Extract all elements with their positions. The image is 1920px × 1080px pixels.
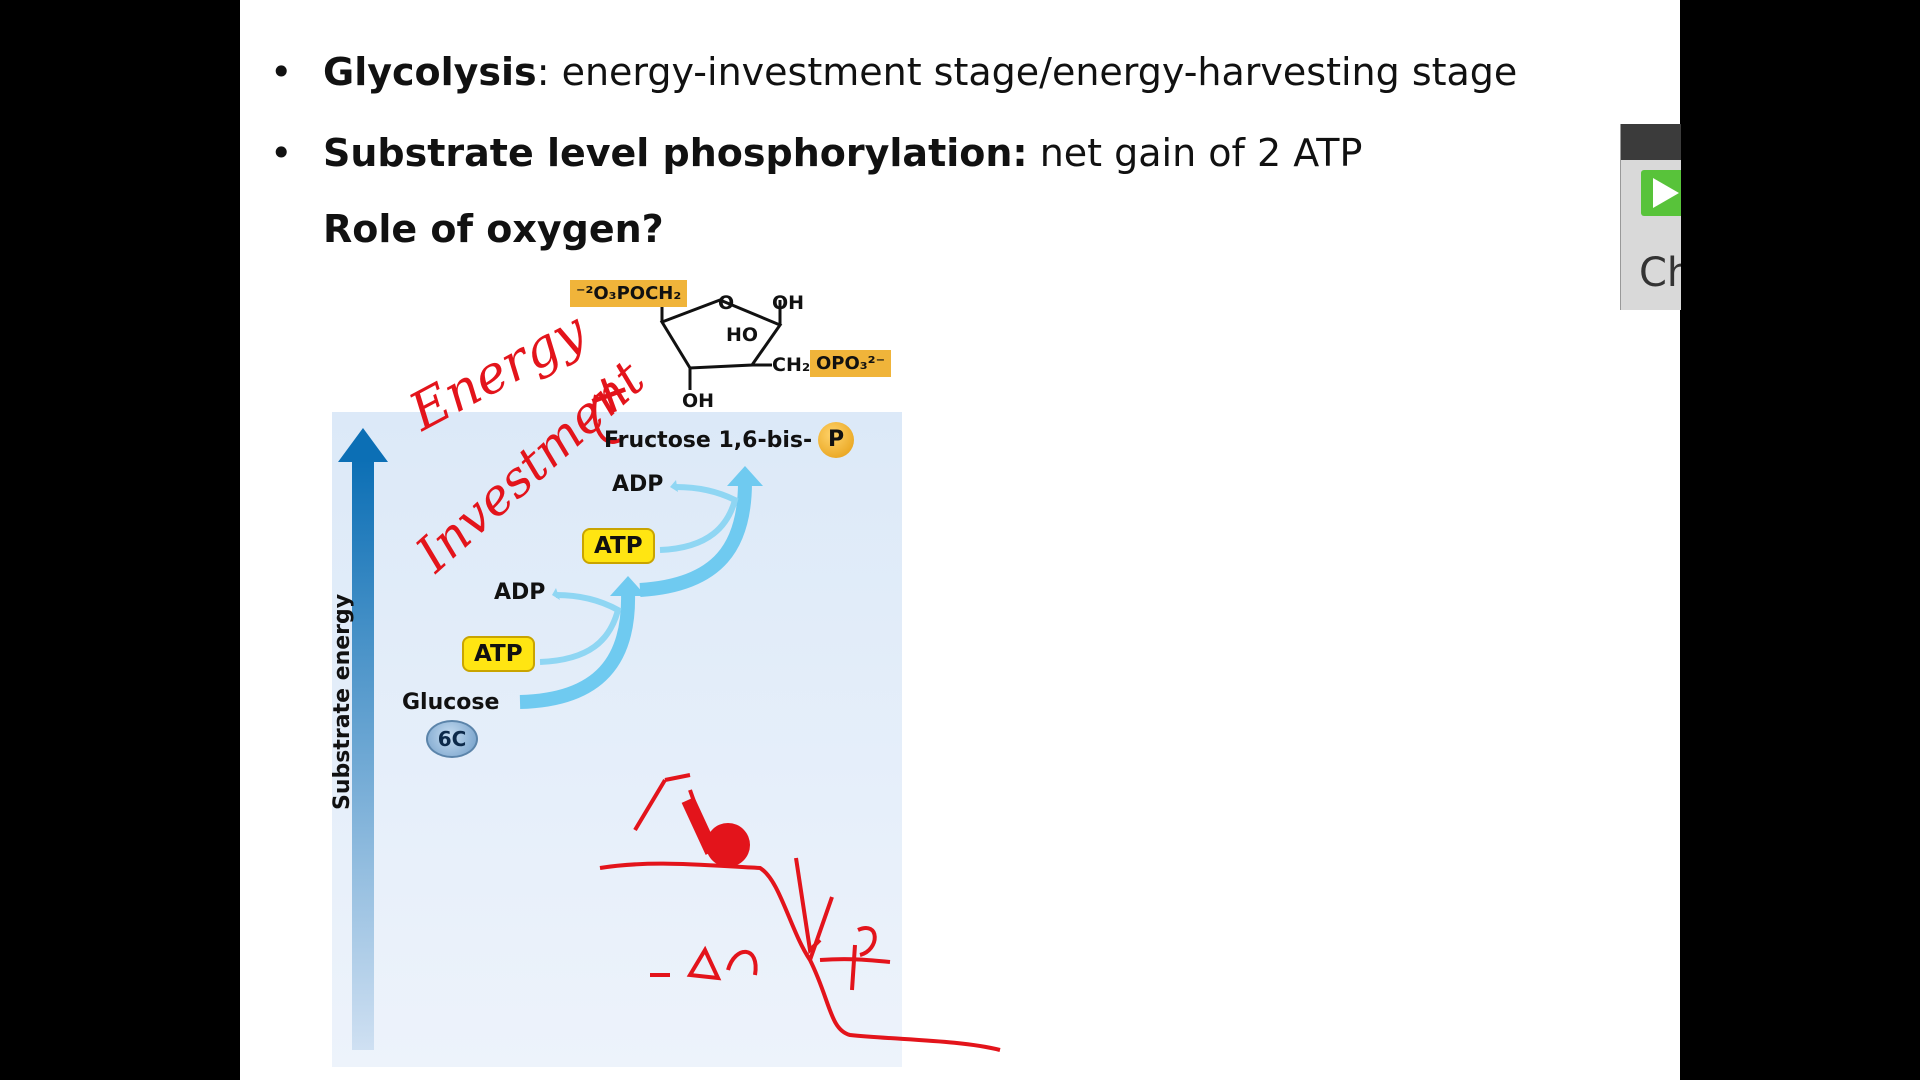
oh-bottom: OH bbox=[682, 390, 715, 412]
bullet-dot: • bbox=[270, 131, 293, 175]
side-panel-widget[interactable]: Ch bbox=[1620, 124, 1681, 310]
energy-axis-bar bbox=[352, 460, 374, 1050]
adp-bottom-label: ADP bbox=[494, 580, 546, 605]
adp-top-label: ADP bbox=[612, 472, 664, 497]
atp-top-badge: ATP bbox=[582, 528, 655, 564]
fructose-ring bbox=[659, 298, 783, 370]
flow-branch-upper bbox=[659, 484, 739, 553]
bullet-bold: Glycolysis bbox=[323, 50, 537, 94]
oh-top: OH bbox=[772, 292, 805, 314]
flow-arrowhead-lower bbox=[610, 576, 646, 596]
play-icon[interactable] bbox=[1641, 170, 1681, 216]
question-heading: Role of oxygen? bbox=[323, 207, 664, 251]
ball-drawing bbox=[706, 823, 750, 867]
ch2-label: CH₂ bbox=[772, 354, 811, 376]
bullet-text: : energy-investment stage/energy-harvest… bbox=[536, 50, 1518, 94]
fructose-label: Fructose 1,6-bis- bbox=[604, 428, 813, 453]
phosphate-left: ⁻²O₃POCH₂ bbox=[570, 280, 688, 307]
ho-label: HO bbox=[726, 324, 759, 346]
ring-oxygen: O bbox=[718, 292, 735, 314]
atp-bottom-badge: ATP bbox=[462, 636, 535, 672]
flow-arrow-upper bbox=[639, 481, 752, 597]
widget-label: Ch bbox=[1639, 250, 1681, 296]
flow-branch-lower bbox=[539, 592, 622, 665]
phosphate-right: OPO₃²⁻ bbox=[810, 350, 892, 377]
bullet-bold: Substrate level phosphorylation: bbox=[323, 131, 1028, 175]
bullet-text: net gain of 2 ATP bbox=[1027, 131, 1363, 175]
bullet-dot: • bbox=[270, 50, 293, 94]
phosphate-badge: P bbox=[818, 422, 854, 458]
substrate-energy-label: Substrate energy bbox=[330, 593, 355, 810]
widget-header bbox=[1621, 124, 1681, 160]
glucose-label: Glucose bbox=[402, 690, 500, 715]
six-carbon-badge: 6C bbox=[426, 720, 478, 758]
handwritten-annotations bbox=[592, 394, 1001, 1052]
energy-axis-arrowhead bbox=[338, 428, 388, 462]
flow-arrowhead-upper bbox=[727, 466, 763, 486]
flow-arrow-lower bbox=[519, 591, 636, 709]
